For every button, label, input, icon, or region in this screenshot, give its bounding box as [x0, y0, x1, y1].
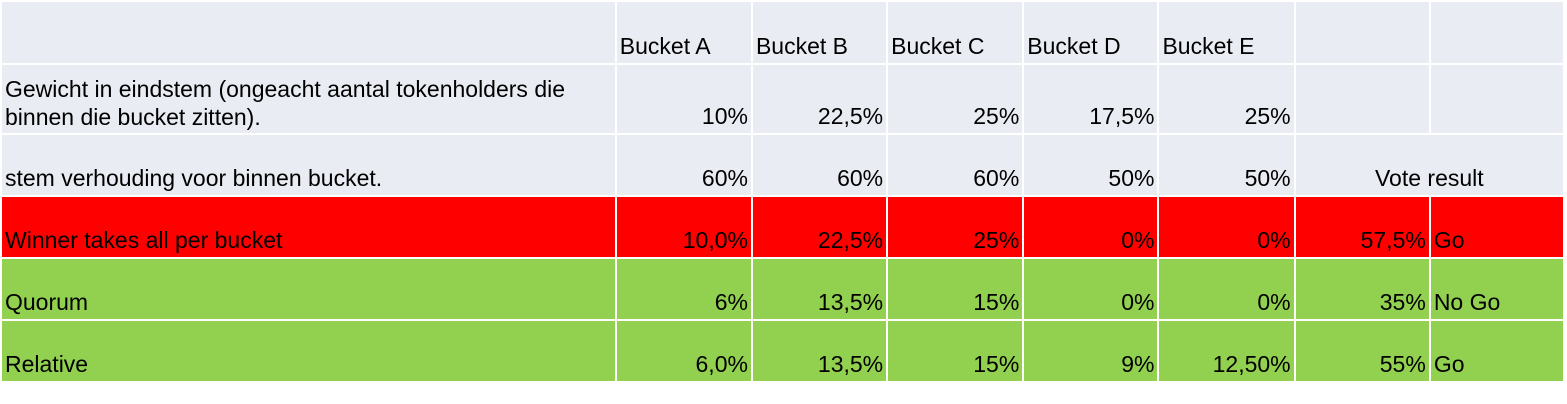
- row-label-ratio: stem verhouding voor binnen bucket.: [2, 135, 617, 197]
- relative-cell: 12,50%: [1159, 321, 1296, 383]
- quorum-cell: 0%: [1024, 259, 1160, 321]
- quorum-cell: 6%: [616, 259, 753, 321]
- empty-header-cell: [1430, 2, 1565, 65]
- relative-row: Relative 6,0% 13,5% 15% 9% 12,50% 55% Go: [2, 321, 1565, 383]
- ratio-row: stem verhouding voor binnen bucket. 60% …: [2, 135, 1565, 197]
- weight-cell: 22,5%: [752, 65, 889, 135]
- winner-cell: 22,5%: [752, 197, 889, 259]
- relative-cell: 9%: [1024, 321, 1160, 383]
- winner-cell: 25%: [888, 197, 1025, 259]
- winner-result: 57,5%: [1295, 197, 1431, 259]
- column-header-bucket-a: Bucket A: [616, 2, 753, 65]
- winner-decision: Go: [1430, 197, 1565, 259]
- quorum-cell: 0%: [1159, 259, 1296, 321]
- empty-cell: [1295, 65, 1431, 135]
- relative-cell: 13,5%: [752, 321, 889, 383]
- quorum-cell: 13,5%: [752, 259, 889, 321]
- weight-cell: 10%: [616, 65, 753, 135]
- ratio-cell: 60%: [888, 135, 1025, 197]
- relative-decision: Go: [1430, 321, 1565, 383]
- quorum-decision: No Go: [1430, 259, 1565, 321]
- weight-cell: 25%: [888, 65, 1025, 135]
- column-header-bucket-b: Bucket B: [752, 2, 889, 65]
- weight-cell: 17,5%: [1024, 65, 1160, 135]
- vote-result-header: Vote result: [1295, 135, 1565, 197]
- row-label-weight: Gewicht in eindstem (ongeacht aantal tok…: [2, 65, 617, 135]
- winner-cell: 0%: [1159, 197, 1296, 259]
- weight-row: Gewicht in eindstem (ongeacht aantal tok…: [2, 65, 1565, 135]
- winner-cell: 10,0%: [616, 197, 753, 259]
- column-header-bucket-c: Bucket C: [888, 2, 1025, 65]
- row-label-relative: Relative: [2, 321, 617, 383]
- ratio-cell: 60%: [616, 135, 753, 197]
- ratio-cell: 60%: [752, 135, 889, 197]
- empty-header-cell: [1295, 2, 1431, 65]
- vote-comparison-table: Bucket A Bucket B Bucket C Bucket D Buck…: [2, 2, 1565, 383]
- quorum-row: Quorum 6% 13,5% 15% 0% 0% 35% No Go: [2, 259, 1565, 321]
- row-label-winner: Winner takes all per bucket: [2, 197, 617, 259]
- row-label-quorum: Quorum: [2, 259, 617, 321]
- winner-cell: 0%: [1024, 197, 1160, 259]
- empty-cell: [1430, 65, 1565, 135]
- weight-cell: 25%: [1159, 65, 1296, 135]
- column-header-bucket-d: Bucket D: [1024, 2, 1160, 65]
- quorum-result: 35%: [1295, 259, 1431, 321]
- quorum-cell: 15%: [888, 259, 1025, 321]
- corner-cell: [2, 2, 617, 65]
- column-header-bucket-e: Bucket E: [1159, 2, 1296, 65]
- ratio-cell: 50%: [1024, 135, 1160, 197]
- winner-takes-all-row: Winner takes all per bucket 10,0% 22,5% …: [2, 197, 1565, 259]
- relative-cell: 6,0%: [616, 321, 753, 383]
- ratio-cell: 50%: [1159, 135, 1296, 197]
- relative-result: 55%: [1295, 321, 1431, 383]
- header-row: Bucket A Bucket B Bucket C Bucket D Buck…: [2, 2, 1565, 65]
- relative-cell: 15%: [888, 321, 1025, 383]
